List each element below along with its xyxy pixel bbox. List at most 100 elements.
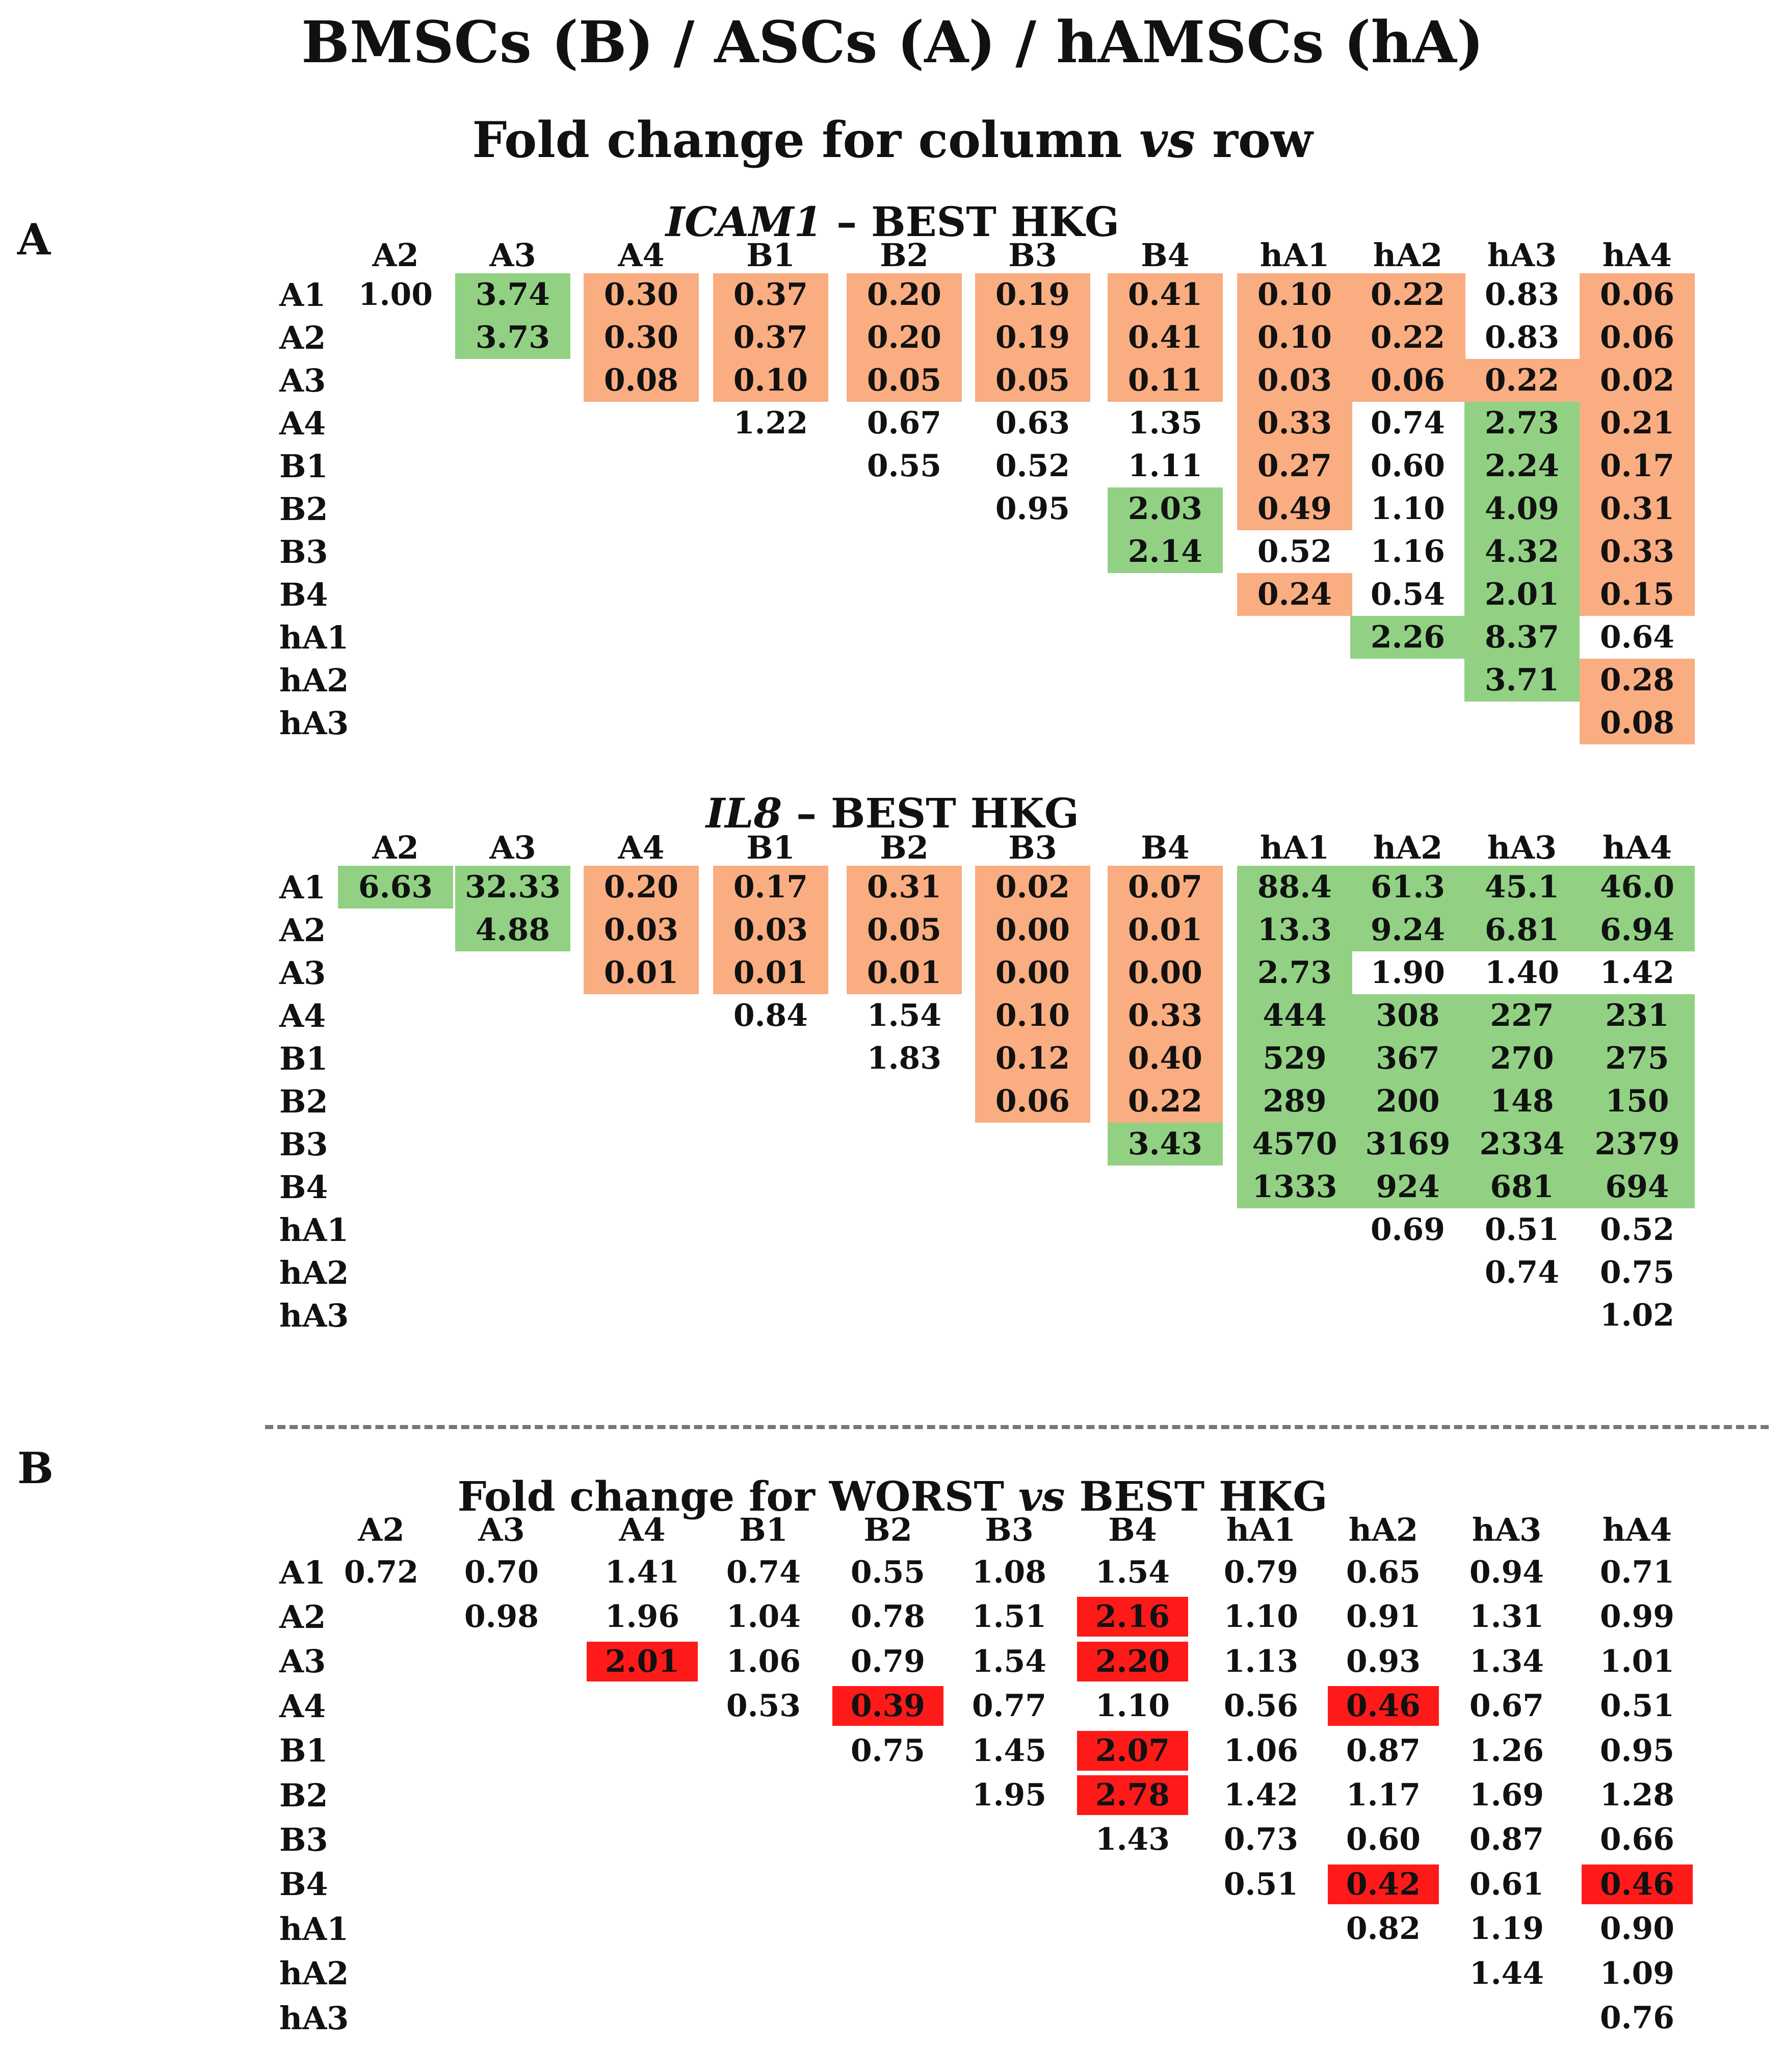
icam1-title-rest: – BEST HKG <box>822 198 1120 246</box>
il8-cell-A2-A3: 4.88 <box>455 909 570 951</box>
icam1-col-header-A3: A3 <box>489 236 536 274</box>
worst-col-header-A3: A3 <box>478 1511 525 1548</box>
il8-cell-A2-hA3: 6.81 <box>1464 909 1580 951</box>
il8-cell-A4-hA2: 308 <box>1350 994 1465 1037</box>
il8-cell-hA3-hA4: 1.02 <box>1599 1298 1675 1333</box>
icam1-row-header-hA1: hA1 <box>279 618 349 656</box>
worst-cell-B2-B3: 1.95 <box>972 1777 1047 1813</box>
worst-cell-A4-hA4: 0.51 <box>1599 1688 1675 1724</box>
worst-cell-B1-hA1: 1.06 <box>1223 1732 1299 1769</box>
il8-cell-B1-hA2: 367 <box>1350 1037 1465 1080</box>
worst-row-header-hA3: hA3 <box>279 1999 349 2037</box>
worst-cell-hA1-hA3: 1.19 <box>1469 1911 1544 1947</box>
il8-cell-A4-hA4: 231 <box>1580 994 1695 1037</box>
il8-cell-B1-hA3: 270 <box>1464 1037 1580 1080</box>
icam1-cell-A2-hA1: 0.10 <box>1237 316 1352 359</box>
icam1-cell-B2-B4: 2.03 <box>1108 487 1223 530</box>
il8-row-header-B4: B4 <box>279 1168 328 1206</box>
il8-row-header-A3: A3 <box>279 954 326 992</box>
il8-cell-B4-hA1: 1333 <box>1237 1166 1352 1208</box>
worst-row-header-A1: A1 <box>279 1553 326 1591</box>
worst-cell-B3-hA3: 0.87 <box>1469 1822 1544 1858</box>
icam1-col-header-A4: A4 <box>618 236 665 274</box>
worst-cell-B4-hA1: 0.51 <box>1223 1866 1299 1902</box>
worst-col-header-B1: B1 <box>739 1511 788 1548</box>
il8-row-header-A2: A2 <box>279 911 326 949</box>
icam1-cell-A1-A4: 0.30 <box>584 273 699 316</box>
icam1-cell-A3-B1: 0.10 <box>713 359 828 402</box>
il8-cell-A1-hA4: 46.0 <box>1580 866 1695 909</box>
worst-col-header-hA3: hA3 <box>1472 1511 1542 1548</box>
icam1-cell-B4-hA4: 0.15 <box>1580 573 1695 616</box>
icam1-cell-A4-hA4: 0.21 <box>1580 402 1695 445</box>
worst-title-vs: vs <box>1018 1472 1065 1520</box>
il8-cell-A2-A4: 0.03 <box>584 909 699 951</box>
icam1-cell-A1-B2: 0.20 <box>847 273 962 316</box>
icam1-cell-hA3-hA4: 0.08 <box>1580 702 1695 744</box>
worst-cell-A4-hA3: 0.67 <box>1469 1688 1544 1724</box>
il8-cell-B2-hA4: 150 <box>1580 1080 1695 1123</box>
icam1-row-header-A1: A1 <box>279 276 326 314</box>
icam1-cell-A1-B3: 0.19 <box>975 273 1090 316</box>
icam1-cell-B1-B3: 0.52 <box>995 448 1070 484</box>
icam1-cell-B3-hA3: 4.32 <box>1464 530 1580 573</box>
icam1-cell-A1-hA4: 0.06 <box>1580 273 1695 316</box>
il8-cell-hA1-hA2: 0.69 <box>1370 1212 1446 1248</box>
worst-cell-A2-B4: 2.16 <box>1077 1597 1188 1637</box>
il8-cell-hA1-hA3: 0.51 <box>1484 1212 1560 1248</box>
worst-cell-A3-hA3: 1.34 <box>1469 1643 1544 1679</box>
il8-cell-A1-hA1: 88.4 <box>1237 866 1352 909</box>
worst-cell-hA1-hA2: 0.82 <box>1346 1911 1421 1947</box>
icam1-gene-name: ICAM1 <box>665 198 823 246</box>
icam1-cell-A1-B4: 0.41 <box>1108 273 1223 316</box>
il8-cell-A1-hA2: 61.3 <box>1350 866 1465 909</box>
worst-cell-A1-hA1: 0.79 <box>1223 1555 1299 1590</box>
worst-cell-hA1-hA4: 0.90 <box>1599 1911 1675 1947</box>
icam1-cell-B3-hA4: 0.33 <box>1580 530 1695 573</box>
icam1-col-header-B1: B1 <box>746 236 795 274</box>
icam1-cell-B3-hA2: 1.16 <box>1370 534 1446 569</box>
worst-cell-A2-B3: 1.51 <box>972 1599 1047 1635</box>
il8-cell-A3-B3: 0.00 <box>975 951 1090 994</box>
worst-row-header-A4: A4 <box>279 1687 326 1725</box>
icam1-row-header-B4: B4 <box>279 576 328 613</box>
icam1-cell-B4-hA3: 2.01 <box>1464 573 1580 616</box>
icam1-cell-B1-hA1: 0.27 <box>1237 445 1352 487</box>
il8-cell-B2-B3: 0.06 <box>975 1080 1090 1123</box>
il8-row-header-A4: A4 <box>279 997 326 1034</box>
worst-cell-B4-hA3: 0.61 <box>1469 1866 1544 1902</box>
worst-col-header-B3: B3 <box>985 1511 1034 1548</box>
icam1-cell-B1-hA3: 2.24 <box>1464 445 1580 487</box>
icam1-col-header-B4: B4 <box>1141 236 1190 274</box>
icam1-cell-hA1-hA3: 8.37 <box>1464 616 1580 659</box>
il8-col-header-A4: A4 <box>618 828 665 866</box>
il8-cell-A4-B4: 0.33 <box>1108 994 1223 1037</box>
icam1-cell-A4-hA3: 2.73 <box>1464 402 1580 445</box>
il8-row-header-B3: B3 <box>279 1125 328 1163</box>
il8-col-header-hA3: hA3 <box>1487 828 1557 866</box>
icam1-cell-A1-hA2: 0.22 <box>1350 273 1465 316</box>
worst-cell-A4-B2: 0.39 <box>832 1686 943 1726</box>
worst-cell-B3-hA1: 0.73 <box>1223 1822 1299 1858</box>
worst-cell-A1-A3: 0.70 <box>464 1555 539 1590</box>
il8-row-header-hA1: hA1 <box>279 1211 349 1249</box>
worst-row-header-hA1: hA1 <box>279 1910 349 1948</box>
icam1-cell-A1-hA1: 0.10 <box>1237 273 1352 316</box>
il8-cell-A2-B2: 0.05 <box>847 909 962 951</box>
worst-cell-B2-hA4: 1.28 <box>1599 1777 1675 1813</box>
worst-cell-hA3-hA4: 0.76 <box>1599 2000 1675 2036</box>
il8-cell-A1-hA3: 45.1 <box>1464 866 1580 909</box>
il8-col-header-B3: B3 <box>1008 828 1057 866</box>
icam1-cell-A4-hA1: 0.33 <box>1237 402 1352 445</box>
icam1-row-header-B2: B2 <box>279 490 328 528</box>
il8-cell-B4-hA4: 694 <box>1580 1166 1695 1208</box>
il8-row-header-hA3: hA3 <box>279 1297 349 1334</box>
il8-gene-name: IL8 <box>705 789 782 837</box>
worst-cell-A4-hA1: 0.56 <box>1223 1688 1299 1724</box>
icam1-cell-hA1-hA4: 0.64 <box>1599 619 1675 655</box>
icam1-col-header-hA4: hA4 <box>1602 236 1672 274</box>
worst-cell-hA2-hA4: 1.09 <box>1599 1955 1675 1991</box>
icam1-cell-hA2-hA3: 3.71 <box>1464 659 1580 702</box>
il8-cell-A2-B3: 0.00 <box>975 909 1090 951</box>
icam1-cell-A2-A3: 3.73 <box>455 316 570 359</box>
